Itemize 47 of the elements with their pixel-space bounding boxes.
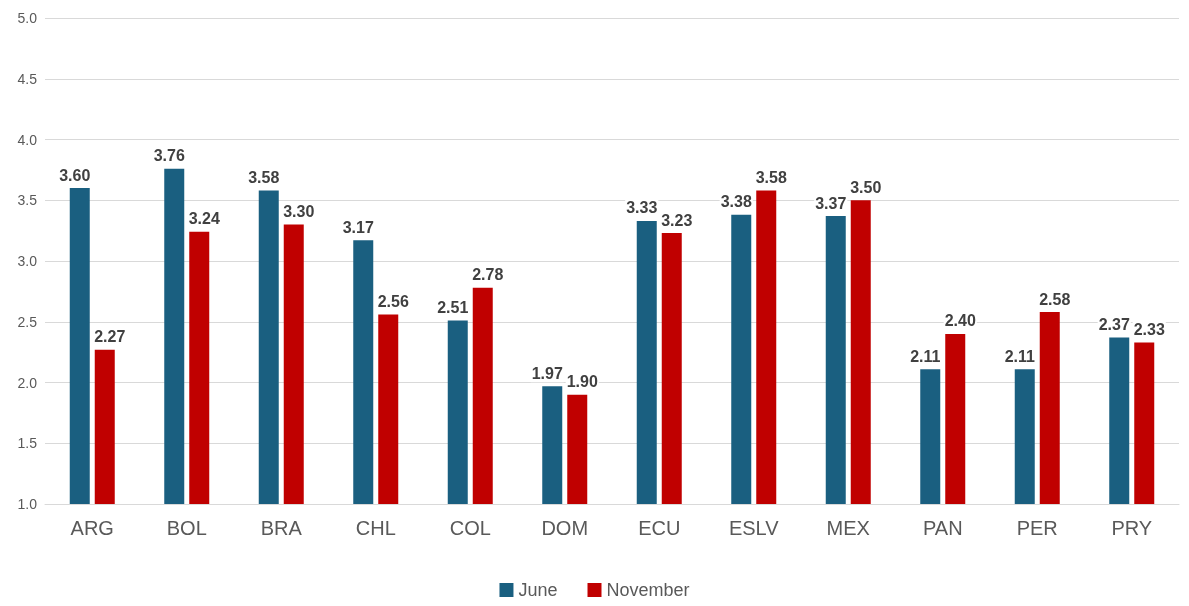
y-tick-label: 5.0 [17,10,38,26]
data-label: 2.27 [94,328,126,346]
data-label: 2.40 [944,312,976,330]
x-tick-label: ESLV [728,517,780,539]
data-label: 1.97 [531,364,563,382]
x-tick-label: PER [1016,517,1058,539]
y-tick-label: 3.0 [17,253,38,269]
data-label: 3.17 [342,218,374,236]
data-label: 3.30 [283,203,315,221]
data-label: 2.51 [437,299,469,317]
x-tick-label: CHL [355,517,396,539]
data-label: 3.58 [755,169,787,187]
data-label: 2.37 [1098,316,1130,334]
data-label: 3.23 [661,211,693,229]
x-tick-label: PAN [922,517,963,539]
data-label: 3.24 [188,210,220,228]
x-tick-label: DOM [541,517,589,539]
y-tick-label: 2.0 [17,374,38,391]
y-tick-label: 2.5 [17,313,38,330]
y-tick-label: 4.5 [17,70,38,87]
x-tick-label: COL [449,517,491,539]
data-label: 2.33 [1133,320,1165,338]
data-label: 3.38 [720,193,752,211]
data-label: 3.76 [153,147,185,165]
data-label: 2.58 [1039,290,1071,308]
x-tick-label: MEX [826,517,870,539]
data-label: 3.50 [850,178,882,196]
x-tick-label: PRY [1111,517,1153,539]
y-tick-label: 4.0 [17,131,38,148]
data-label: 1.90 [566,373,598,391]
legend-label: November [606,580,690,600]
data-label: 2.11 [1004,347,1035,365]
x-tick-label: BRA [260,517,303,539]
data-label: 3.33 [626,199,658,217]
data-label: 2.56 [377,292,409,310]
y-tick-label: 1.0 [17,496,38,512]
x-tick-label: BOL [166,517,207,539]
y-tick-label: 1.5 [17,435,38,452]
data-label: 3.58 [248,169,280,187]
x-tick-label: ECU [638,517,681,539]
data-label: 2.11 [910,347,941,365]
data-label: 2.78 [472,266,504,284]
data-label: 3.60 [59,166,91,184]
data-label: 3.37 [815,194,847,212]
x-tick-label: ARG [70,517,114,539]
y-tick-label: 3.5 [17,192,38,209]
legend-label: June [518,580,558,600]
